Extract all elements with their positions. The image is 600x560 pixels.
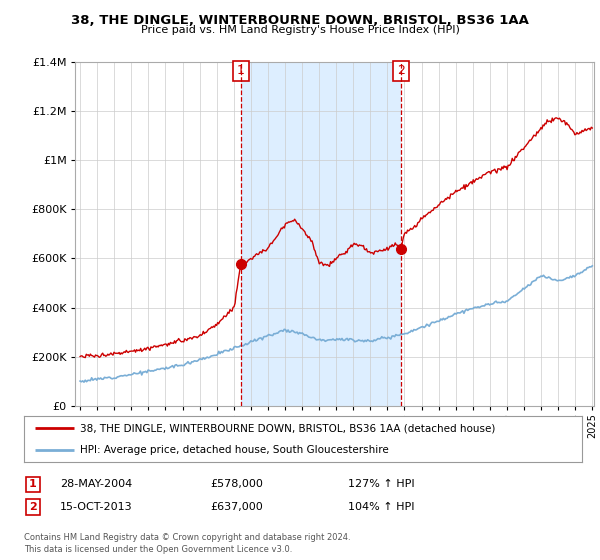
- Bar: [241, 62, 401, 406]
- Text: 1: 1: [29, 479, 37, 489]
- Text: 2: 2: [397, 64, 405, 77]
- Text: 28-MAY-2004: 28-MAY-2004: [60, 479, 132, 489]
- Text: 15-OCT-2013: 15-OCT-2013: [60, 502, 133, 512]
- Text: 38, THE DINGLE, WINTERBOURNE DOWN, BRISTOL, BS36 1AA (detached house): 38, THE DINGLE, WINTERBOURNE DOWN, BRIST…: [80, 423, 495, 433]
- Text: £637,000: £637,000: [210, 502, 263, 512]
- Text: Price paid vs. HM Land Registry's House Price Index (HPI): Price paid vs. HM Land Registry's House …: [140, 25, 460, 35]
- Text: 1: 1: [237, 64, 245, 77]
- Text: HPI: Average price, detached house, South Gloucestershire: HPI: Average price, detached house, Sout…: [80, 445, 389, 455]
- Text: Contains HM Land Registry data © Crown copyright and database right 2024.
This d: Contains HM Land Registry data © Crown c…: [24, 533, 350, 554]
- Text: 104% ↑ HPI: 104% ↑ HPI: [348, 502, 415, 512]
- Text: £578,000: £578,000: [210, 479, 263, 489]
- Text: 38, THE DINGLE, WINTERBOURNE DOWN, BRISTOL, BS36 1AA: 38, THE DINGLE, WINTERBOURNE DOWN, BRIST…: [71, 14, 529, 27]
- Text: 127% ↑ HPI: 127% ↑ HPI: [348, 479, 415, 489]
- Text: 2: 2: [29, 502, 37, 512]
